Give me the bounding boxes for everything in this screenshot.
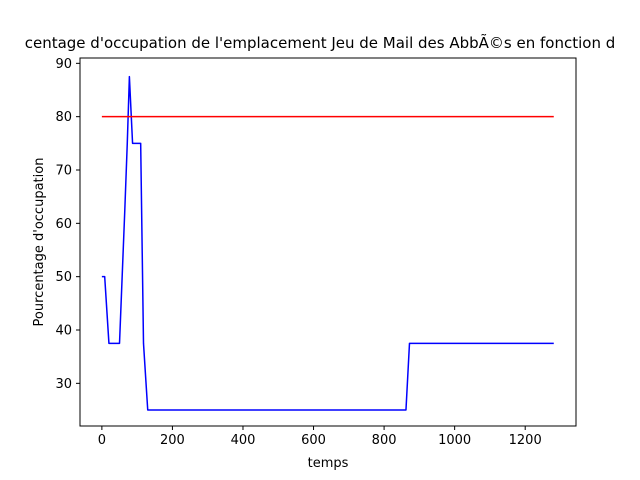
x-tick-label: 1000 bbox=[438, 433, 471, 448]
y-tick-label: 70 bbox=[55, 164, 72, 179]
y-tick-label: 30 bbox=[55, 377, 72, 392]
x-tick-label: 0 bbox=[98, 433, 106, 448]
y-axis-ticks: 30 40 50 60 70 80 90 bbox=[55, 57, 80, 392]
x-tick-label: 600 bbox=[301, 433, 326, 448]
x-tick-label: 800 bbox=[372, 433, 397, 448]
axes-frame bbox=[79, 57, 577, 427]
plot-area bbox=[101, 75, 554, 411]
x-tick-label: 200 bbox=[160, 433, 185, 448]
y-tick-label: 40 bbox=[55, 324, 72, 339]
x-tick-label: 1200 bbox=[509, 433, 542, 448]
x-tick-label: 400 bbox=[231, 433, 256, 448]
y-tick-label: 90 bbox=[55, 57, 72, 72]
series-line-1 bbox=[101, 75, 554, 411]
chart-title: centage d'occupation de l'emplacement Je… bbox=[25, 33, 616, 52]
y-axis-label: Pourcentage d'occupation bbox=[32, 158, 47, 327]
x-axis-label: temps bbox=[308, 456, 349, 471]
y-tick-label: 60 bbox=[55, 217, 72, 232]
y-tick-label: 80 bbox=[55, 110, 72, 125]
y-tick-label: 50 bbox=[55, 270, 72, 285]
x-axis-ticks: 0 200 400 600 800 1000 1200 bbox=[98, 426, 542, 448]
